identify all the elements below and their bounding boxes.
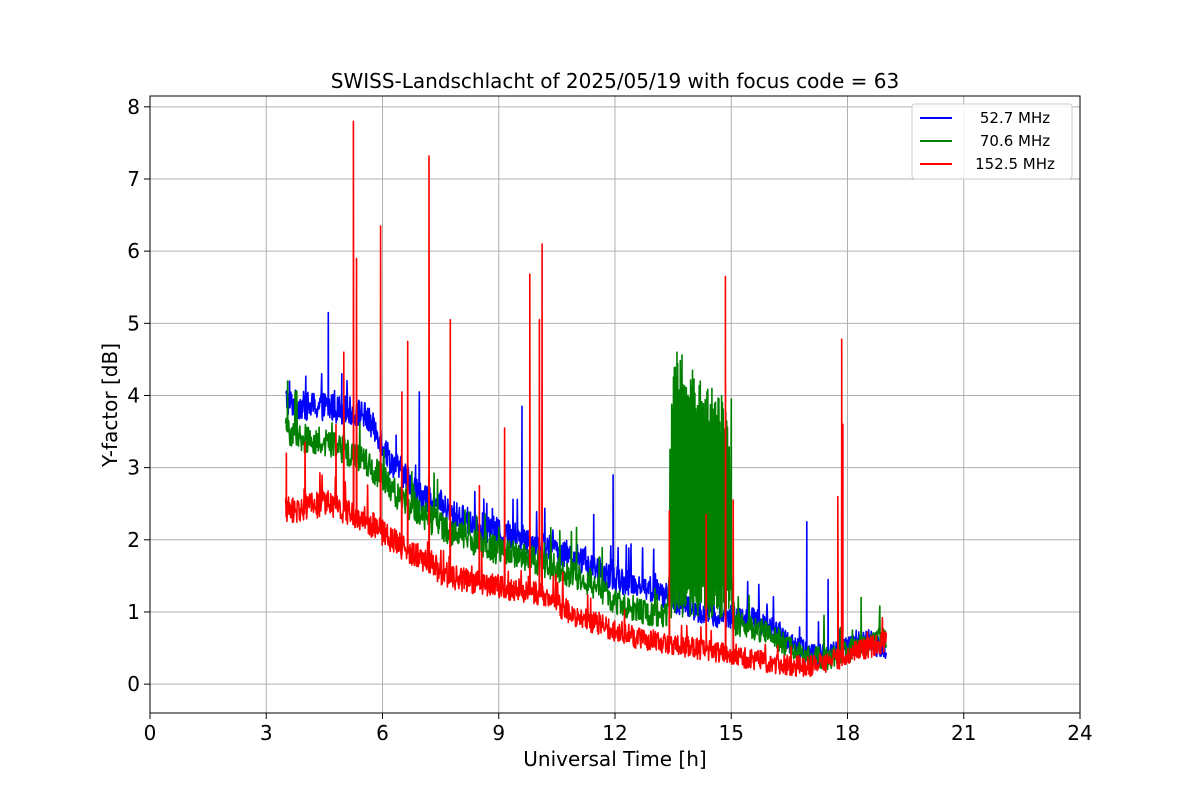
y-axis-title: Y-factor [dB] xyxy=(98,343,122,468)
x-tick-label: 21 xyxy=(951,721,976,745)
legend-label: 52.7 MHz xyxy=(980,109,1050,127)
x-tick-label: 0 xyxy=(144,721,157,745)
x-tick-label: 12 xyxy=(602,721,627,745)
y-tick-label: 0 xyxy=(127,672,140,696)
y-tick-label: 5 xyxy=(127,311,140,335)
y-tick-label: 1 xyxy=(127,600,140,624)
x-tick-label: 3 xyxy=(260,721,273,745)
chart-title: SWISS-Landschlacht of 2025/05/19 with fo… xyxy=(331,69,899,93)
y-tick-label: 4 xyxy=(127,383,140,407)
x-tick-label: 24 xyxy=(1067,721,1092,745)
legend-box xyxy=(911,103,1073,180)
legend-entries: 52.7 MHz 70.6 MHz 152.5 MHz xyxy=(920,109,1055,173)
x-tick-label: 9 xyxy=(492,721,505,745)
y-tick-label: 6 xyxy=(127,239,140,263)
x-axis-title: Universal Time [h] xyxy=(523,747,706,771)
x-tick-label: 6 xyxy=(376,721,389,745)
y-tick-label: 8 xyxy=(127,95,140,119)
x-tick-label: 18 xyxy=(835,721,860,745)
series-layer xyxy=(284,120,888,677)
legend-label: 70.6 MHz xyxy=(980,132,1050,150)
y-tick-label: 3 xyxy=(127,456,140,480)
legend: 52.7 MHz 70.6 MHz 152.5 MHz xyxy=(911,103,1073,180)
legend-label: 152.5 MHz xyxy=(975,155,1055,173)
series-line-2 xyxy=(284,120,888,677)
x-tick-label: 15 xyxy=(719,721,744,745)
series-line-1 xyxy=(284,351,888,671)
y-tick-label: 7 xyxy=(127,167,140,191)
y-tick-label: 2 xyxy=(127,528,140,552)
